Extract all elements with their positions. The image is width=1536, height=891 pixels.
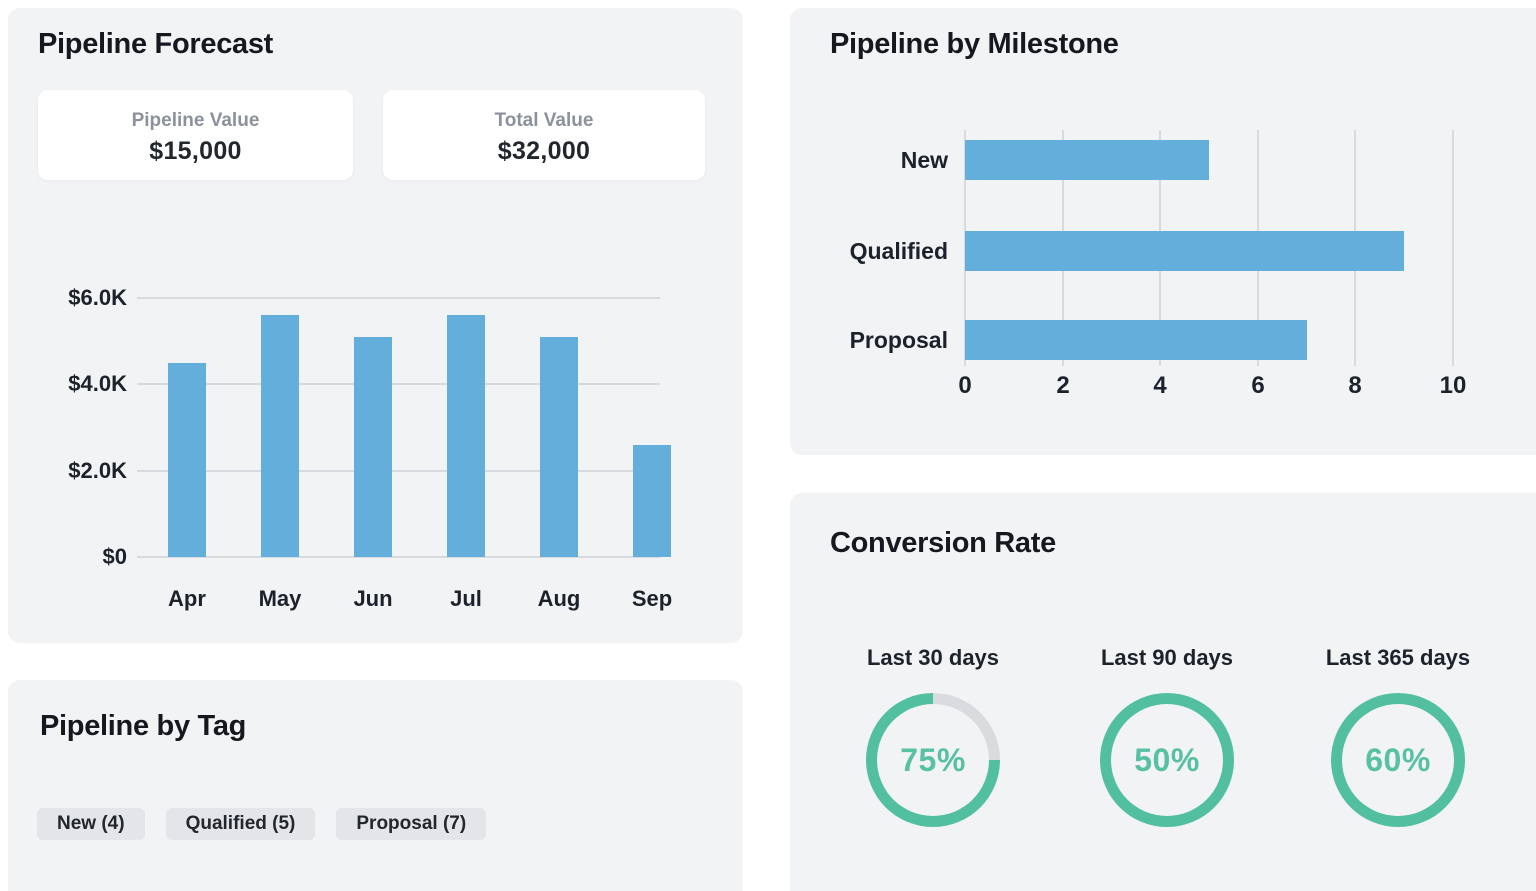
forecast-bar-may[interactable] — [261, 315, 299, 557]
milestone-category-label: Qualified — [849, 238, 948, 264]
y-gridline — [137, 556, 660, 558]
total-value-card: Total Value $32,000 — [383, 90, 705, 180]
x-axis-tick-label: 8 — [1348, 372, 1362, 399]
x-axis-tick-label: 10 — [1439, 372, 1467, 399]
donut-period-label: Last 365 days — [1325, 645, 1471, 670]
x-axis-tick-label: Aug — [537, 586, 581, 611]
milestone-bar-proposal[interactable] — [965, 320, 1307, 360]
conversion-rate-panel: Conversion Rate Last 30 days 75% Last 90 d… — [790, 493, 1536, 891]
donut-percent-value: 50% — [1134, 741, 1200, 778]
conversion-donut-row: Last 30 days 75% Last 90 days 50% Last 365 d… — [790, 493, 1536, 891]
tag-chip-2[interactable]: Proposal (7) — [336, 808, 487, 840]
pipeline-value-card: Pipeline Value $15,000 — [38, 90, 353, 180]
donut-period-label: Last 90 days — [1100, 645, 1234, 670]
pipeline-forecast-title: Pipeline Forecast — [38, 28, 274, 60]
y-axis-tick-label: $2.0K — [68, 458, 127, 483]
pipeline-by-milestone-title: Pipeline by Milestone — [830, 28, 1119, 60]
donut-ring[interactable]: 75% — [866, 693, 1000, 827]
total-value-amount: $32,000 — [497, 137, 591, 165]
forecast-bar-jul[interactable] — [447, 315, 485, 557]
pipeline-value-label: Pipeline Value — [131, 110, 260, 131]
total-value-label: Total Value — [494, 110, 594, 131]
forecast-bar-jun[interactable] — [354, 337, 392, 557]
pipeline-by-tag-title: Pipeline by Tag — [40, 710, 247, 742]
x-axis-tick-label: Jul — [450, 586, 482, 611]
x-axis-tick-label: 2 — [1056, 372, 1070, 399]
pipeline-value-amount: $15,000 — [149, 137, 242, 165]
x-axis-tick-label: Apr — [168, 586, 206, 611]
donut-period-label: Last 30 days — [866, 645, 1000, 670]
y-axis-tick-label: $0 — [102, 544, 127, 569]
x-axis-tick-label: 4 — [1153, 372, 1167, 399]
pipeline-forecast-panel: Pipeline Forecast Pipeline Value $15,000… — [8, 8, 743, 643]
pipeline-forecast-chart: $0 $2.0K $4.0K $6.0K Apr May Jun Jul Aug Sep — [8, 8, 743, 643]
donut-ring[interactable]: 50% — [1100, 693, 1234, 827]
donut-ring[interactable]: 60% — [1331, 693, 1465, 827]
tag-chip-0[interactable]: New (4) — [37, 808, 145, 840]
forecast-bar-apr[interactable] — [168, 363, 206, 557]
conversion-donut-group-2: Last 365 days 60% — [1298, 645, 1498, 827]
x-axis-tick-label: May — [258, 586, 302, 611]
y-axis-tick-label: $6.0K — [68, 285, 127, 310]
pipeline-by-milestone-chart: 0 2 4 6 8 10 New Qualified Proposal — [790, 8, 1536, 455]
y-axis-tick-label: $4.0K — [68, 371, 127, 396]
tag-chip-1[interactable]: Qualified (5) — [165, 808, 316, 840]
y-gridline — [137, 383, 660, 385]
pipeline-by-milestone-panel: Pipeline by Milestone 0 2 4 6 8 10 New Qualifie… — [790, 8, 1536, 455]
conversion-rate-title: Conversion Rate — [830, 527, 1056, 559]
donut-percent-value: 75% — [900, 741, 966, 778]
x-gridline — [1452, 130, 1454, 366]
y-gridline — [137, 297, 660, 299]
x-axis-tick-label: 0 — [958, 372, 972, 399]
forecast-bar-aug[interactable] — [540, 337, 578, 557]
y-gridline — [137, 470, 660, 472]
forecast-bar-sep[interactable] — [633, 445, 671, 557]
pipeline-by-tag-panel: Pipeline by Tag New (4) Qualified (5) Prop… — [8, 680, 743, 891]
tag-chip-list: New (4) Qualified (5) Proposal (7) — [37, 808, 487, 840]
milestone-category-label: New — [900, 147, 948, 173]
milestone-bar-qualified[interactable] — [965, 231, 1404, 271]
conversion-donut-group-0: Last 30 days 75% — [833, 645, 1033, 827]
x-axis-tick-label: Jun — [353, 586, 393, 611]
x-axis-tick-label: Sep — [631, 586, 673, 611]
conversion-donut-group-1: Last 90 days 50% — [1067, 645, 1267, 827]
x-axis-tick-label: 6 — [1251, 372, 1265, 399]
donut-percent-value: 60% — [1365, 741, 1431, 778]
milestone-category-label: Proposal — [849, 327, 948, 353]
milestone-bar-new[interactable] — [965, 140, 1209, 180]
